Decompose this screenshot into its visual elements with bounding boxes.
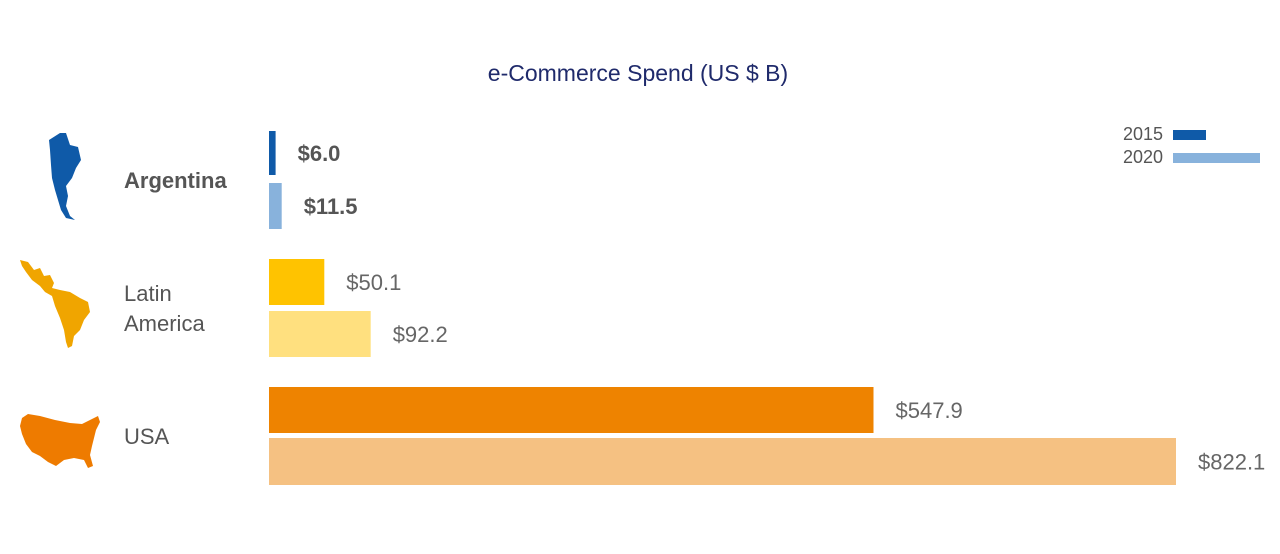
legend-swatch-2020 <box>1173 153 1260 163</box>
bar-latin-america-2015 <box>269 259 325 305</box>
value-label-argentina-2020: $11.5 <box>304 194 358 219</box>
category-label-line: Latin <box>124 281 172 306</box>
legend-label-2020: 2020 <box>1123 147 1163 167</box>
category-label-line: Argentina <box>124 168 227 193</box>
value-label-argentina-2015: $6.0 <box>298 141 341 166</box>
value-label-latin-america-2020: $92.2 <box>393 322 448 347</box>
bar-argentina-2020 <box>269 183 282 229</box>
value-label-usa-2020: $822.1 <box>1198 450 1265 475</box>
category-label-latin-america: Latin America <box>124 281 205 336</box>
bar-usa-2020 <box>269 438 1176 485</box>
value-label-usa-2015: $547.9 <box>896 398 963 423</box>
latin-america-map-icon <box>20 260 90 348</box>
category-label-line: America <box>124 311 205 336</box>
map-icons <box>20 133 100 468</box>
usa-map-icon <box>20 414 100 468</box>
category-label-argentina: Argentina <box>124 168 227 193</box>
category-label-usa: USA <box>124 424 170 449</box>
chart-title: e-Commerce Spend (US $ B) <box>488 60 788 86</box>
category-label-line: USA <box>124 424 170 449</box>
bar-latin-america-2020 <box>269 311 371 357</box>
bar-usa-2015 <box>269 387 874 433</box>
legend-label-2015: 2015 <box>1123 124 1163 144</box>
value-label-latin-america-2015: $50.1 <box>346 270 401 295</box>
legend-swatch-2015 <box>1173 130 1206 140</box>
bar-argentina-2015 <box>269 131 276 175</box>
argentina-map-icon <box>49 133 81 220</box>
